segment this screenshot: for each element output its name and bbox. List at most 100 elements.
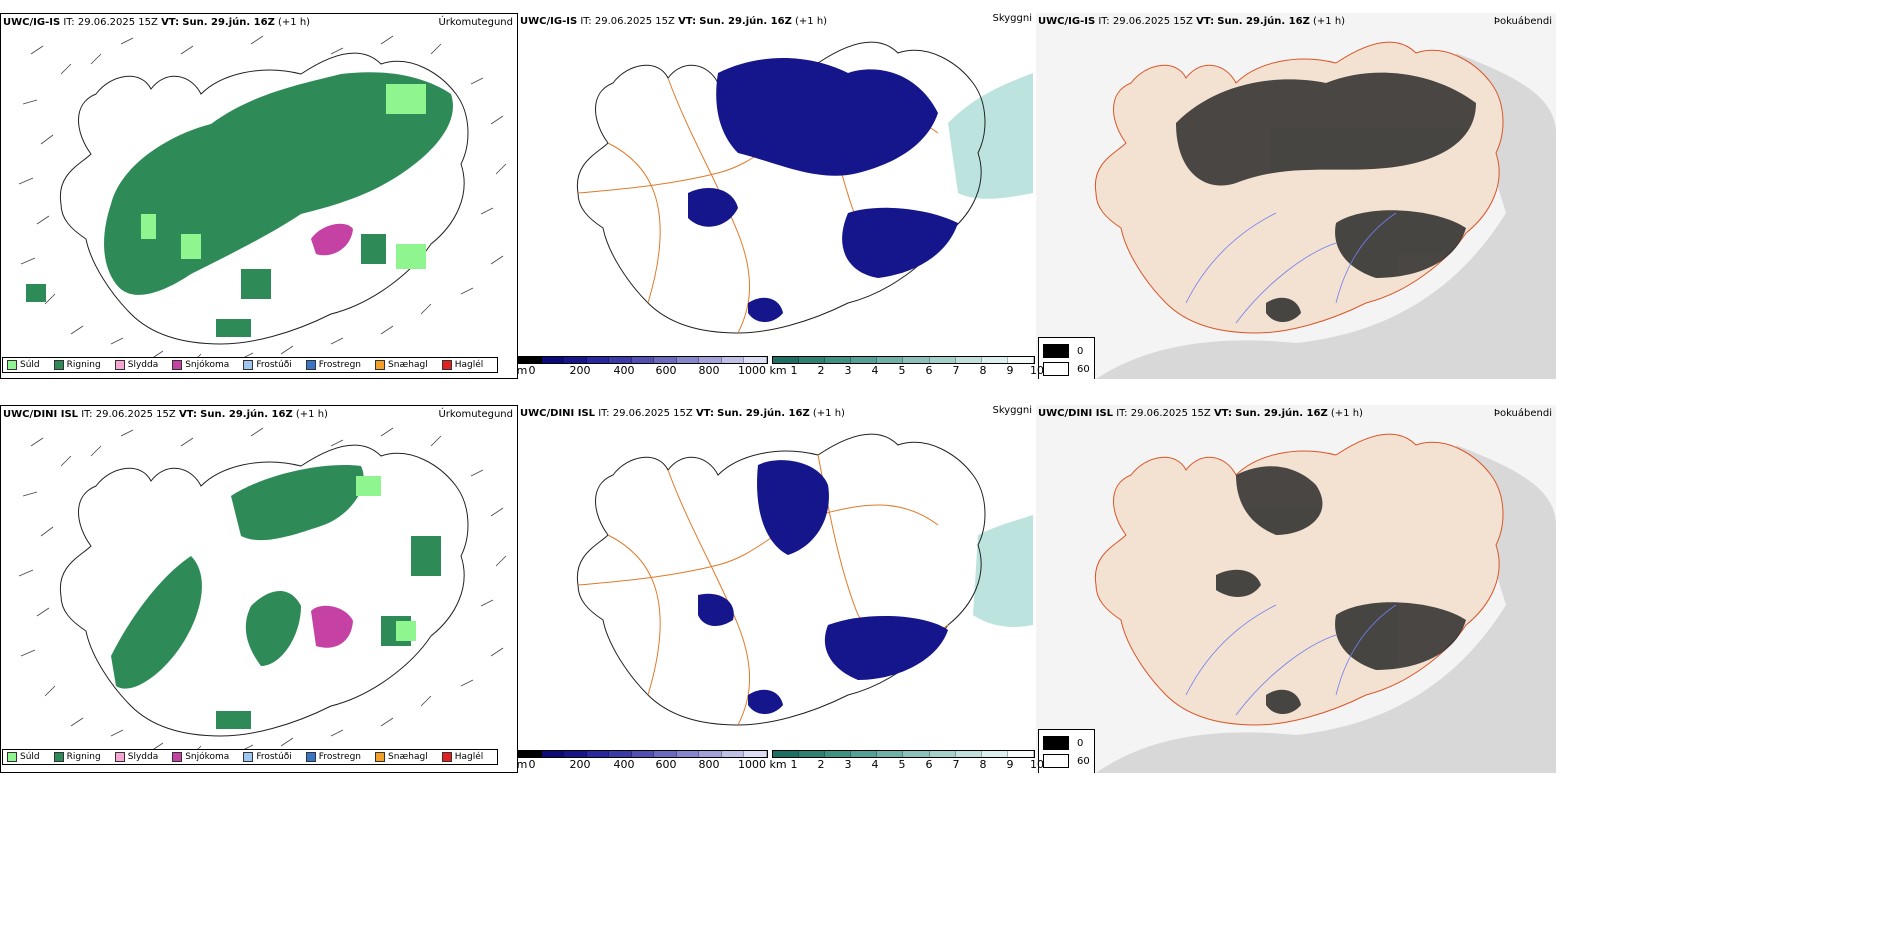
fog-legend: 0 60: [1038, 337, 1095, 379]
fog-index-map: [1036, 405, 1556, 773]
precip-type-panel-row1: UWC/IG-IS IT: 29.06.2025 15Z VT: Sun. 29…: [0, 13, 518, 379]
it-label: IT:: [1098, 16, 1110, 27]
legend-swatch: [114, 360, 125, 370]
iceland-outline: [576, 41, 986, 334]
scale-unit: m: [516, 758, 528, 771]
panel-header: UWC/DINI ISL IT: 29.06.2025 15Z VT: Sun.…: [3, 409, 328, 420]
fog-index-panel-row2: UWC/DINI ISL IT: 29.06.2025 15Z VT: Sun.…: [1036, 405, 1556, 773]
scale-unit: km: [769, 758, 787, 771]
cloud-base-scale-row1: m 0 200 400 600 800 1000: [517, 356, 768, 378]
panel-header: UWC/IG-IS IT: 29.06.2025 15Z VT: Sun. 29…: [3, 17, 310, 28]
scale-tick: 1: [790, 758, 798, 771]
iceland-outline: [59, 52, 469, 345]
lead-time: (+1 h): [1313, 16, 1346, 27]
fog-legend-row: 0: [1043, 342, 1090, 360]
it-label: IT:: [1116, 408, 1128, 419]
panel-title: Skyggni: [992, 405, 1032, 416]
scale-tick: 200: [569, 364, 591, 377]
model-name: UWC/DINI ISL: [1038, 408, 1114, 419]
scale-tick: 200: [569, 758, 591, 771]
scale-tick: 800: [698, 758, 720, 771]
vt-label: VT:: [695, 408, 714, 419]
fog-swatch-dark: [1043, 736, 1069, 750]
visibility-scale-row2: km 1 2 3 4 5 6 7 8 9 10: [769, 750, 1044, 772]
legend-swatch: [114, 752, 125, 762]
scale-tick: 9: [1006, 758, 1014, 771]
legend-label: Súld: [20, 752, 40, 762]
fog-swatch-light: [1043, 754, 1069, 768]
scale-tick: 8: [979, 758, 987, 771]
it-value: 29.06.2025 15Z: [1130, 408, 1211, 419]
fog-legend-label: 0: [1077, 737, 1084, 749]
cloud-visibility-panel-row1: UWC/IG-IS IT: 29.06.2025 15Z VT: Sun. 29…: [518, 13, 1036, 379]
fog-legend-label: 0: [1077, 345, 1084, 357]
sea-visibility-band: [973, 515, 1033, 627]
lead-time: (+1 h): [278, 17, 311, 28]
legend-label: Frostregn: [318, 752, 362, 762]
legend-swatch: [305, 360, 316, 370]
scale-tick: 1000: [738, 758, 766, 771]
vt-value: Sun. 29.jún. 16Z: [200, 409, 293, 420]
legend-swatch: [375, 752, 386, 762]
legend-item-frostudi: Frostúði: [243, 752, 292, 762]
panel-title: Skyggni: [992, 13, 1032, 24]
legend-item-snjokoma: Snjókoma: [172, 360, 229, 370]
road-network: [577, 454, 949, 726]
visibility-colorbar: [772, 750, 1035, 758]
legend-swatch: [53, 360, 64, 370]
it-label: IT:: [81, 409, 93, 420]
fog-legend-row: 60: [1043, 360, 1090, 378]
visibility-ticks: km 1 2 3 4 5 6 7 8 9 10: [769, 758, 1044, 772]
scale-tick: 7: [952, 364, 960, 377]
scale-tick: 2: [817, 758, 825, 771]
precip-type-map: [18, 35, 507, 365]
sea-fog: [1096, 53, 1556, 379]
fog-legend-row: 60: [1043, 752, 1090, 770]
scale-tick: 1: [790, 364, 798, 377]
vt-value: Sun. 29.jún. 16Z: [717, 408, 810, 419]
scale-tick: 9: [1006, 364, 1014, 377]
legend-label: Slydda: [127, 752, 159, 762]
legend-swatch: [441, 360, 452, 370]
iceland-outline: [59, 444, 469, 737]
vt-value: Sun. 29.jún. 16Z: [182, 17, 275, 28]
low-cloud-areas: [698, 460, 948, 714]
scale-tick: 1000: [738, 364, 766, 377]
legend-item-snaehagl: Snæhagl: [375, 752, 428, 762]
panel-title: Þokuábendi: [1493, 16, 1552, 27]
vt-label: VT:: [678, 16, 697, 27]
snow-areas: [311, 605, 353, 648]
legend-label: Haglél: [454, 752, 484, 762]
model-name: UWC/DINI ISL: [520, 408, 596, 419]
legend-label: Snæhagl: [388, 360, 428, 370]
precip-type-map: [18, 427, 507, 757]
rivers: [1185, 212, 1397, 324]
sea-visibility-band: [948, 73, 1033, 199]
legend-label: Súld: [20, 360, 40, 370]
lead-time: (+1 h): [295, 409, 328, 420]
it-value: 29.06.2025 15Z: [77, 17, 158, 28]
legend-swatch: [243, 752, 254, 762]
precip-legend: Súld Rigning Slydda Snjókoma Frostúði Fr…: [2, 749, 499, 765]
legend-label: Frostúði: [256, 360, 292, 370]
model-name: UWC/IG-IS: [520, 16, 578, 27]
scale-tick: 4: [871, 758, 879, 771]
legend-item-rigning: Rigning: [53, 752, 101, 762]
legend-label: Haglél: [454, 360, 484, 370]
scale-tick: 10: [1030, 758, 1044, 771]
lead-time: (+1 h): [812, 408, 845, 419]
legend-label: Snjókoma: [185, 360, 230, 370]
scale-tick: 6: [925, 758, 933, 771]
cloud-base-map: [576, 433, 1033, 726]
vt-label: VT:: [1196, 16, 1215, 27]
scale-tick: 8: [979, 364, 987, 377]
scale-tick: 10: [1030, 364, 1044, 377]
fog-legend-label: 60: [1077, 755, 1090, 767]
legend-item-rigning: Rigning: [53, 360, 101, 370]
legend-item-sudl: Súld: [7, 752, 40, 762]
visibility-colorbar: [772, 356, 1035, 364]
cloud-base-scale-row2: m 0 200 400 600 800 1000: [516, 750, 768, 772]
model-name: UWC/IG-IS: [1038, 16, 1096, 27]
iceland-outline: [576, 433, 986, 726]
panel-header: UWC/IG-IS IT: 29.06.2025 15Z VT: Sun. 29…: [520, 16, 827, 27]
